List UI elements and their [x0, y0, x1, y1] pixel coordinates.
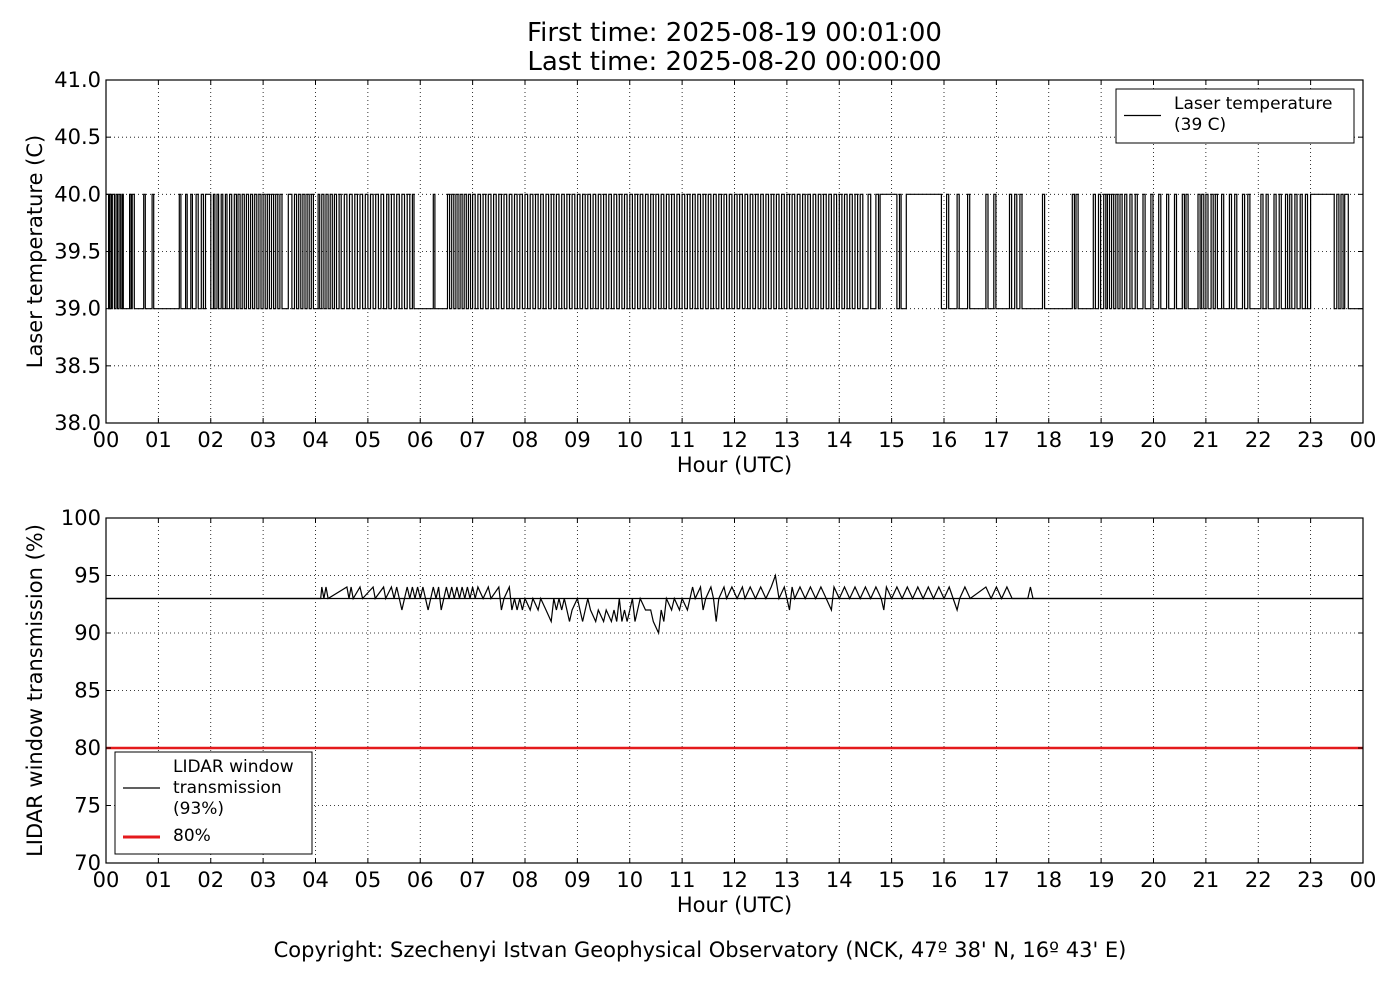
x-tick-label: 07	[459, 868, 486, 892]
y-tick-label: 95	[74, 564, 101, 588]
x-tick-label: 03	[250, 428, 277, 452]
x-tick-label: 19	[1088, 428, 1115, 452]
laser-temp-panel: 00 01 02 03 04 05 06 07 08 09 10 11 12 13 14 15 16 17 18 19…	[23, 68, 1376, 477]
x-tick-label: 09	[564, 868, 591, 892]
x-tick-label: 11	[669, 428, 696, 452]
x-tick-label: 02	[197, 868, 224, 892]
y-tick-label: 38.0	[54, 411, 101, 435]
x-tick-label: 20	[1140, 428, 1167, 452]
x-tick-label: 23	[1297, 868, 1324, 892]
x-tick-label: 03	[250, 868, 277, 892]
y-tick-label: 41.0	[54, 68, 101, 92]
x-tick-label: 17	[983, 428, 1010, 452]
x-tick-label: 18	[1035, 428, 1062, 452]
x-tick-label: 17	[983, 868, 1010, 892]
y-tick-label: 100	[61, 506, 101, 530]
x-tick-label: 01	[145, 868, 172, 892]
x-tick-label: 16	[931, 428, 958, 452]
x-tick-label: 00	[1350, 868, 1377, 892]
x-tick-label: 15	[878, 428, 905, 452]
y-tick-label: 40.5	[54, 125, 101, 149]
x-tick-label: 21	[1193, 428, 1220, 452]
lidar-trans-grid	[106, 518, 1363, 863]
x-tick-label: 10	[616, 868, 643, 892]
legend-label: 80%	[173, 826, 211, 846]
x-tick-label: 05	[355, 428, 382, 452]
x-tick-label: 12	[721, 868, 748, 892]
laser-temp-x-axis-label: Hour (UTC)	[677, 453, 792, 477]
x-tick-label: 10	[616, 428, 643, 452]
lidar-trans-y-axis-label: LIDAR window transmission (%)	[23, 524, 47, 857]
y-tick-label: 80	[74, 736, 101, 760]
legend-label: Laser temperature	[1174, 94, 1332, 114]
x-tick-label: 21	[1193, 868, 1220, 892]
x-tick-label: 02	[197, 428, 224, 452]
y-tick-label: 90	[74, 621, 101, 645]
legend-label: LIDAR window	[173, 757, 294, 777]
chart-title-last-time: Last time: 2025-08-20 00:00:00	[527, 47, 942, 77]
x-tick-label: 00	[1350, 428, 1377, 452]
x-tick-label: 13	[774, 868, 801, 892]
x-tick-label: 00	[93, 428, 120, 452]
x-tick-label: 00	[93, 868, 120, 892]
x-tick-label: 22	[1245, 428, 1272, 452]
chart-title-first-time: First time: 2025-08-19 00:01:00	[527, 18, 942, 48]
laser-temp-legend: Laser temperature(39 C)	[1115, 88, 1355, 144]
x-tick-label: 08	[512, 428, 539, 452]
legend-label: (93%)	[173, 799, 224, 819]
x-tick-label: 06	[407, 428, 434, 452]
y-tick-label: 70	[74, 851, 101, 875]
laser-temp-series-line	[106, 193, 1363, 310]
x-tick-label: 12	[721, 428, 748, 452]
x-tick-label: 13	[774, 428, 801, 452]
x-tick-label: 06	[407, 868, 434, 892]
x-tick-label: 05	[355, 868, 382, 892]
x-tick-label: 04	[302, 428, 329, 452]
y-tick-label: 75	[74, 794, 101, 818]
lidar-trans-series-line	[106, 573, 1363, 636]
y-tick-label: 39.0	[54, 297, 101, 321]
laser-temp-y-axis-label: Laser temperature (C)	[23, 135, 47, 368]
x-tick-label: 20	[1140, 868, 1167, 892]
y-tick-label: 85	[74, 679, 101, 703]
y-tick-label: 40.0	[54, 182, 101, 206]
y-tick-label: 39.5	[54, 240, 101, 264]
legend-label: (39 C)	[1174, 115, 1226, 135]
x-tick-label: 14	[826, 428, 853, 452]
y-tick-label: 38.5	[54, 354, 101, 378]
x-tick-label: 09	[564, 428, 591, 452]
x-tick-label: 08	[512, 868, 539, 892]
x-tick-label: 16	[931, 868, 958, 892]
x-tick-label: 11	[669, 868, 696, 892]
lidar-trans-x-axis-label: Hour (UTC)	[677, 893, 792, 917]
x-tick-label: 01	[145, 428, 172, 452]
x-tick-label: 04	[302, 868, 329, 892]
x-tick-label: 07	[459, 428, 486, 452]
x-tick-label: 23	[1297, 428, 1324, 452]
x-tick-label: 14	[826, 868, 853, 892]
copyright-footer: Copyright: Szechenyi Istvan Geophysical …	[273, 938, 1127, 962]
x-tick-label: 18	[1035, 868, 1062, 892]
x-tick-label: 22	[1245, 868, 1272, 892]
x-tick-label: 19	[1088, 868, 1115, 892]
x-tick-label: 15	[878, 868, 905, 892]
legend-label: transmission	[173, 778, 282, 798]
lidar-trans-panel: 00 01 02 03 04 05 06 07 08 09 10 11 12 13 14 15 16 17 18 19…	[23, 506, 1376, 917]
